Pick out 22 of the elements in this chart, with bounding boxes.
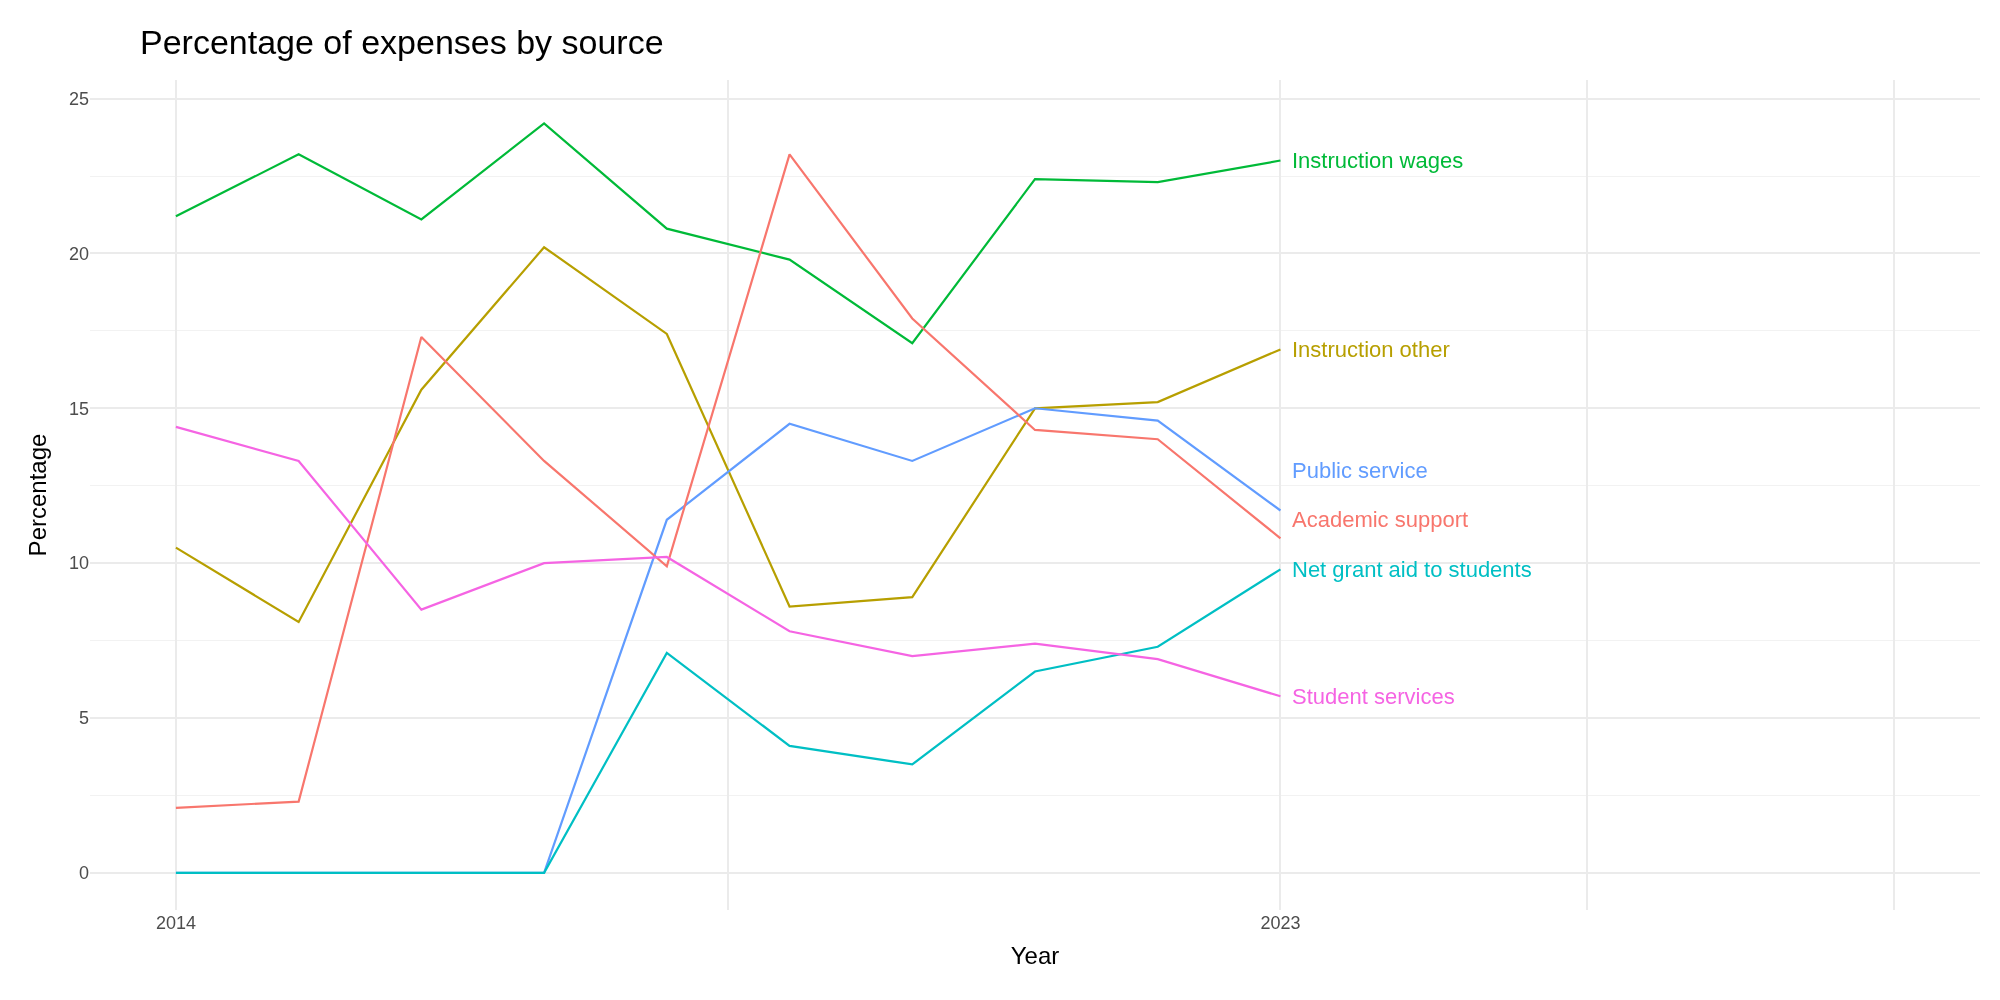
y-tick-label: 10 xyxy=(68,553,89,574)
x-tick-label: 2014 xyxy=(155,913,196,933)
x-axis-title: Year xyxy=(1010,942,1060,970)
series-label: Instruction other xyxy=(1292,337,1450,362)
line-series xyxy=(174,246,1282,624)
x-tick-label: 2023 xyxy=(1260,913,1301,933)
line-series xyxy=(174,568,1282,874)
line-series xyxy=(174,425,1282,698)
y-axis-title: Percentage xyxy=(24,433,52,557)
series-label: Public service xyxy=(1292,458,1428,483)
y-tick-label: 15 xyxy=(68,398,89,419)
series-label: Net grant aid to students xyxy=(1292,557,1532,582)
line-series xyxy=(174,153,1282,809)
y-tick-label: 20 xyxy=(68,243,89,264)
y-tick-label: 5 xyxy=(78,708,89,729)
series-label: Student services xyxy=(1292,684,1455,709)
series-label: Academic support xyxy=(1292,507,1469,532)
line-series xyxy=(174,122,1282,345)
y-tick-label: 0 xyxy=(78,863,89,884)
chart-title: Percentage of expenses by source xyxy=(140,22,664,61)
y-tick-label: 25 xyxy=(68,88,89,109)
series-label: Instruction wages xyxy=(1292,148,1464,173)
